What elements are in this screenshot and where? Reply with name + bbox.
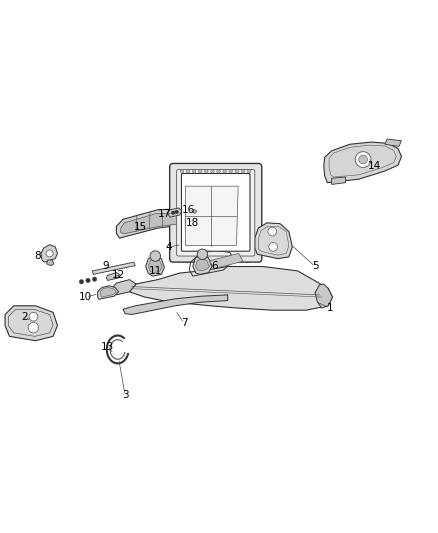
Text: 1: 1: [327, 303, 334, 313]
Circle shape: [355, 152, 371, 167]
Polygon shape: [92, 262, 135, 274]
Text: 8: 8: [35, 251, 41, 261]
Polygon shape: [324, 142, 402, 183]
Circle shape: [269, 243, 278, 251]
FancyBboxPatch shape: [177, 169, 255, 256]
Circle shape: [29, 312, 38, 321]
Circle shape: [28, 322, 39, 333]
Circle shape: [92, 277, 97, 281]
Polygon shape: [255, 223, 292, 259]
Text: 18: 18: [186, 218, 199, 228]
Text: 13: 13: [101, 342, 114, 352]
FancyBboxPatch shape: [181, 174, 250, 251]
Circle shape: [46, 250, 53, 257]
Polygon shape: [209, 253, 243, 269]
Circle shape: [180, 169, 184, 173]
Polygon shape: [100, 287, 117, 297]
Polygon shape: [41, 245, 57, 262]
Polygon shape: [195, 259, 209, 271]
Circle shape: [192, 169, 196, 173]
Text: 4: 4: [166, 242, 172, 252]
Circle shape: [247, 169, 251, 173]
Polygon shape: [146, 256, 164, 276]
Circle shape: [235, 169, 239, 173]
FancyBboxPatch shape: [170, 164, 262, 262]
Circle shape: [197, 249, 208, 260]
Polygon shape: [117, 209, 186, 238]
Circle shape: [186, 169, 190, 173]
Circle shape: [171, 211, 175, 215]
Text: 10: 10: [79, 292, 92, 302]
Circle shape: [86, 278, 90, 282]
Circle shape: [217, 169, 220, 173]
Polygon shape: [148, 259, 162, 272]
Circle shape: [211, 169, 214, 173]
Text: 11: 11: [149, 266, 162, 276]
Text: 17: 17: [158, 209, 171, 219]
Text: 9: 9: [102, 262, 109, 271]
Text: 2: 2: [21, 312, 28, 322]
Polygon shape: [98, 286, 119, 299]
Polygon shape: [193, 255, 212, 274]
Polygon shape: [332, 177, 346, 184]
Polygon shape: [121, 213, 181, 234]
Circle shape: [268, 227, 277, 236]
Circle shape: [229, 169, 233, 173]
Circle shape: [223, 169, 226, 173]
Text: 6: 6: [211, 262, 218, 271]
Circle shape: [79, 280, 84, 284]
Text: 14: 14: [367, 161, 381, 171]
Polygon shape: [315, 284, 332, 308]
Polygon shape: [46, 260, 54, 265]
Text: 7: 7: [181, 318, 187, 328]
Text: 15: 15: [134, 222, 147, 232]
Polygon shape: [106, 272, 120, 280]
Circle shape: [191, 207, 198, 215]
Text: 12: 12: [112, 270, 125, 280]
Polygon shape: [385, 139, 402, 147]
Circle shape: [241, 169, 245, 173]
Circle shape: [193, 210, 196, 213]
Polygon shape: [123, 295, 228, 314]
Circle shape: [175, 210, 178, 214]
Polygon shape: [5, 306, 57, 341]
Circle shape: [205, 169, 208, 173]
Polygon shape: [112, 280, 136, 295]
Text: 3: 3: [122, 390, 128, 400]
Circle shape: [198, 169, 202, 173]
Circle shape: [359, 155, 367, 164]
Polygon shape: [185, 186, 238, 246]
Text: 16: 16: [182, 205, 195, 215]
Polygon shape: [130, 266, 332, 310]
Text: 5: 5: [312, 262, 318, 271]
Circle shape: [150, 251, 160, 261]
Polygon shape: [167, 208, 182, 217]
